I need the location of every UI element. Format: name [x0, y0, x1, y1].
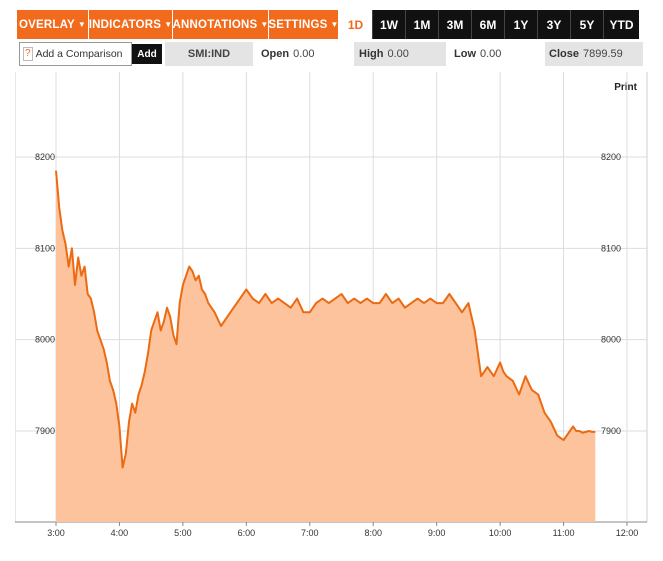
overlay-menu-button[interactable]: OVERLAY ▼ [17, 10, 89, 39]
y-tick-label-left: 8000 [35, 335, 55, 345]
x-tick-label: 9:00 [428, 528, 446, 538]
open-value: 0.00 [293, 48, 315, 60]
range-1d-button[interactable]: 1D [339, 10, 373, 39]
chevron-down-icon: ▼ [77, 20, 87, 29]
comparison-placeholder: Add a Comparison [35, 48, 123, 60]
price-chart: 8200 8100 8000 7900 8200 8100 8000 7900 3:00 4:… [15, 72, 648, 538]
annotations-menu-label: ANNOTATIONS [172, 18, 258, 31]
range-1m-button[interactable]: 1M [406, 10, 439, 39]
range-1y-button[interactable]: 1Y [505, 10, 538, 39]
x-axis: 3:00 4:00 5:00 6:00 7:00 8:00 9:00 10:00 11:00 12… [47, 528, 638, 538]
open-label: Open [261, 48, 290, 60]
x-tick-label: 7:00 [301, 528, 319, 538]
settings-menu-button[interactable]: SETTINGS ▼ [268, 10, 339, 39]
chevron-down-icon: ▼ [330, 20, 339, 29]
range-1w-button[interactable]: 1W [373, 10, 406, 39]
comparison-input[interactable]: ? Add a Comparison [19, 42, 132, 66]
high-value: 0.00 [387, 48, 409, 60]
overlay-menu-label: OVERLAY [18, 18, 75, 31]
settings-menu-label: SETTINGS [268, 18, 328, 31]
x-tick-label: 6:00 [238, 528, 256, 538]
annotations-menu-button[interactable]: ANNOTATIONS ▼ [173, 10, 269, 39]
x-tick-label: 5:00 [174, 528, 192, 538]
add-comparison-button[interactable]: Add [132, 44, 162, 64]
close-value: 7899.59 [582, 48, 623, 60]
range-3y-button[interactable]: 3Y [538, 10, 571, 39]
y-tick-label-right: 8100 [601, 243, 621, 253]
high-label: High [359, 48, 384, 60]
x-tick-label: 3:00 [47, 528, 65, 538]
open-stat: Open 0.00 [261, 42, 341, 66]
y-tick-label-right: 8000 [601, 335, 621, 345]
range-3m-button[interactable]: 3M [439, 10, 472, 39]
chart-toolbar: OVERLAY ▼ INDICATORS ▼ ANNOTATIONS ▼ SET… [17, 10, 647, 39]
high-stat: High 0.00 [354, 42, 446, 66]
y-axis-right: 8200 8100 8000 7900 [601, 152, 621, 436]
y-axis-left: 8200 8100 8000 7900 [35, 152, 55, 436]
y-tick-label-left: 7900 [35, 426, 55, 436]
x-tick-label: 4:00 [111, 528, 129, 538]
price-line [55, 170, 596, 469]
range-ytd-button[interactable]: YTD [604, 10, 639, 39]
print-link[interactable]: Print [614, 82, 637, 93]
range-5y-button[interactable]: 5Y [571, 10, 604, 39]
symbol-label: SMI:IND [165, 42, 253, 66]
chevron-down-icon: ▼ [164, 20, 173, 29]
chevron-down-icon: ▼ [260, 20, 269, 29]
x-tick-label: 11:00 [553, 528, 575, 538]
indicators-menu-label: INDICATORS [88, 18, 162, 31]
help-icon[interactable]: ? [23, 47, 33, 61]
y-tick-label-left: 8100 [35, 243, 55, 253]
y-tick-label-right: 8200 [601, 152, 621, 162]
x-tick-label: 10:00 [489, 528, 512, 538]
price-area-fill [56, 170, 596, 522]
x-tick-label: 12:00 [616, 528, 639, 538]
low-label: Low [454, 48, 476, 60]
quote-info-bar: ? Add a Comparison Add SMI:IND Open 0.00… [17, 42, 647, 66]
y-tick-label-left: 8200 [35, 152, 55, 162]
low-stat: Low 0.00 [454, 42, 534, 66]
low-value: 0.00 [480, 48, 502, 60]
x-tick-label: 8:00 [364, 528, 382, 538]
indicators-menu-button[interactable]: INDICATORS ▼ [89, 10, 173, 39]
range-6m-button[interactable]: 6M [472, 10, 505, 39]
y-tick-label-right: 7900 [601, 426, 621, 436]
close-stat: Close 7899.59 [545, 42, 643, 66]
close-label: Close [549, 48, 579, 60]
